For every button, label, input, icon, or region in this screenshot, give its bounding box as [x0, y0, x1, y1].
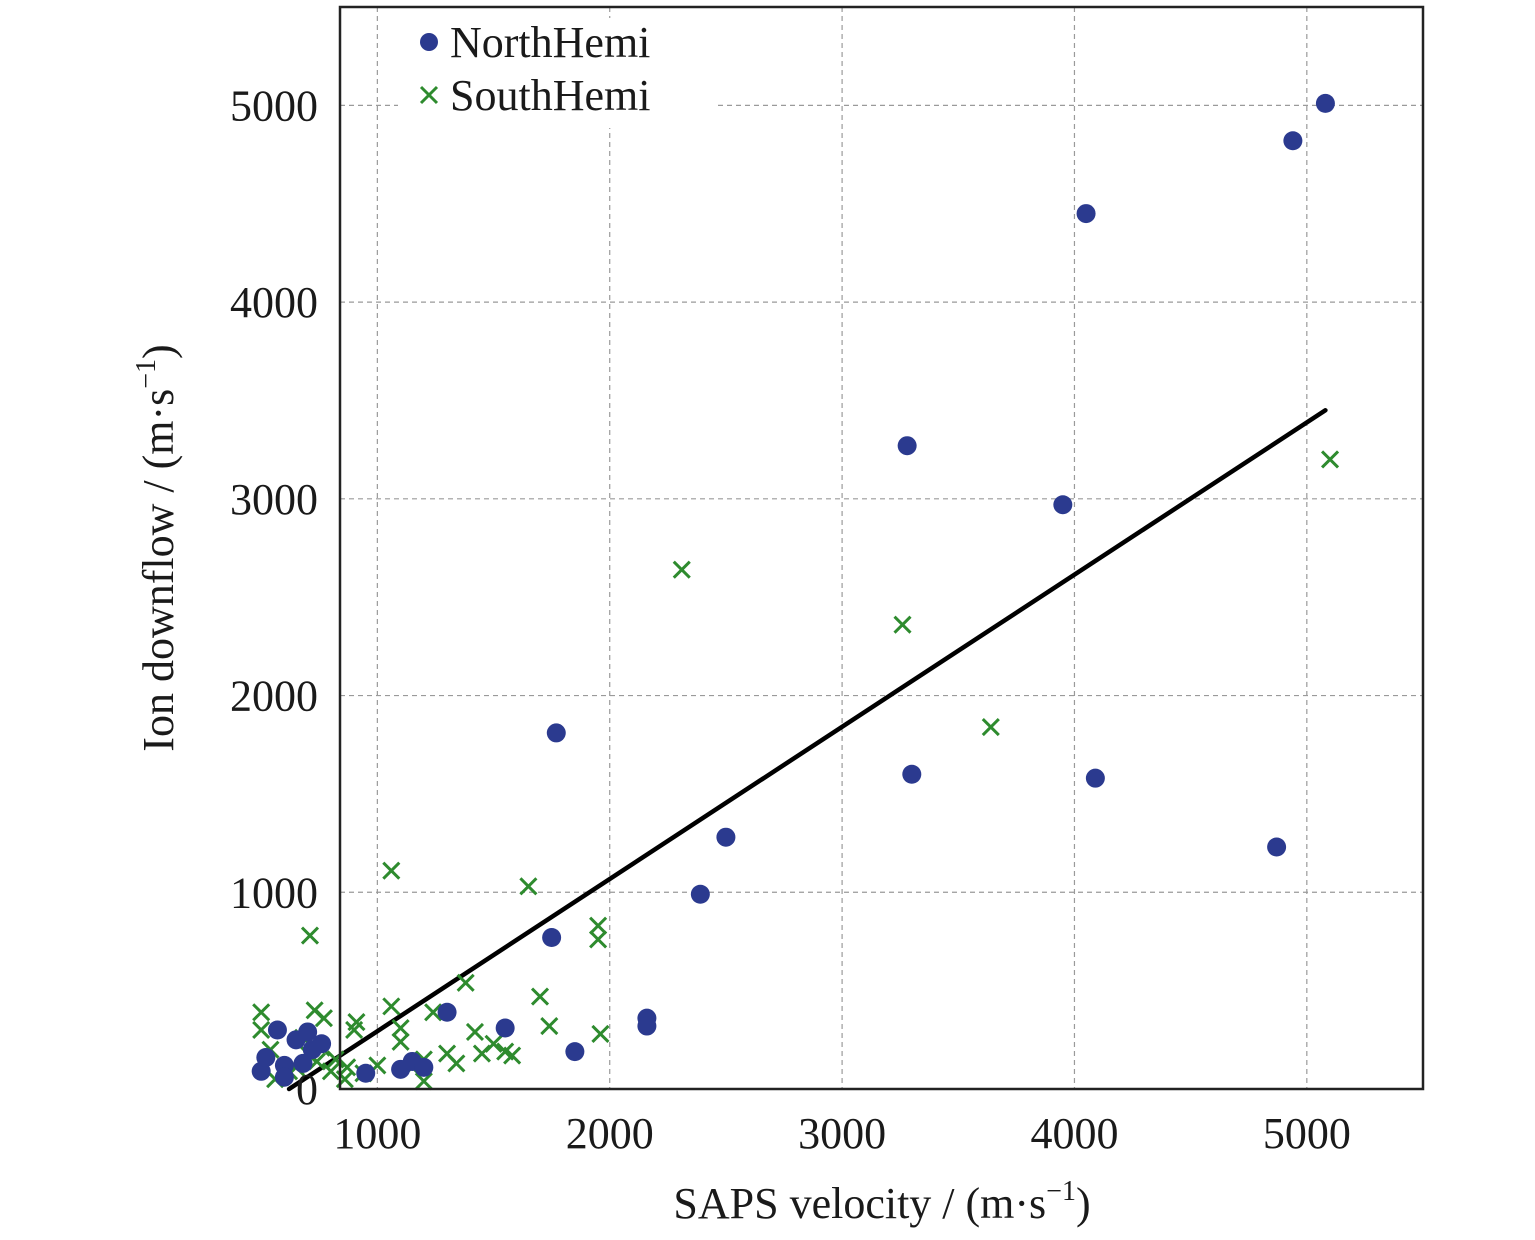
- south-hemi-point: [300, 926, 320, 945]
- south-hemi-point: [314, 1009, 333, 1028]
- north-hemi-point: [546, 723, 566, 743]
- south-hemi-point: [424, 1003, 443, 1022]
- north-hemi-point: [312, 1034, 332, 1054]
- plot-frame: [338, 5, 1425, 1091]
- south-hemi-point: [414, 1072, 433, 1091]
- north-hemi-point: [565, 1042, 585, 1062]
- x-axis-title-exponent: −1: [1046, 1176, 1076, 1207]
- south-hemi-point: [672, 560, 691, 579]
- south-hemi-point: [591, 1024, 610, 1043]
- x-axis-title-end: ): [1076, 1179, 1091, 1228]
- north-hemi-point: [1053, 495, 1073, 515]
- y-tick-label: 5000: [230, 81, 318, 130]
- grid-lines: [340, 7, 1423, 1089]
- legend-north-marker: [420, 33, 438, 51]
- north-hemi-point: [542, 928, 562, 948]
- south-hemi-point: [456, 973, 475, 992]
- south-hemi-point: [382, 861, 401, 880]
- legend-south-marker: [419, 85, 439, 105]
- x-tick-label: 1000: [333, 1109, 421, 1158]
- north-hemi-point: [1085, 768, 1105, 788]
- legend: NorthHemi SouthHemi: [419, 18, 650, 120]
- north-hemi-point: [495, 1018, 515, 1038]
- north-hemi-point: [1315, 93, 1335, 113]
- south-hemi-point: [447, 1054, 466, 1073]
- x-axis-title-main: SAPS velocity / (m·s: [673, 1179, 1046, 1228]
- south-hemi-point: [382, 997, 401, 1016]
- y-axis-title-exponent: −1: [131, 359, 162, 389]
- north-hemi-point: [267, 1020, 287, 1040]
- south-hemi-point: [893, 615, 912, 634]
- south-hemi-point: [981, 717, 1000, 737]
- y-tick-label: 2000: [230, 672, 318, 721]
- north-hemi-point: [298, 1022, 318, 1042]
- y-axis-title: Ion downflow / (m·s−1): [131, 344, 183, 751]
- north-hemi-point: [293, 1053, 313, 1073]
- south-hemi-point: [589, 930, 608, 949]
- y-tick-label: 3000: [230, 475, 318, 524]
- south-hemi-point: [589, 916, 608, 935]
- regression-line: [286, 408, 1328, 1092]
- south-hemi-point: [530, 987, 550, 1006]
- y-tick-label: 0: [296, 1065, 318, 1114]
- regression-line-group: [286, 408, 1328, 1092]
- north-hemi-point: [274, 1067, 294, 1087]
- data-points: [251, 93, 1340, 1091]
- south-hemi-point: [391, 1018, 410, 1038]
- x-axis-title: SAPS velocity / (m·s−1): [673, 1176, 1090, 1228]
- north-hemi-point: [902, 764, 922, 784]
- south-hemi-point: [503, 1046, 522, 1065]
- legend-south-label: SouthHemi: [450, 71, 650, 120]
- south-hemi-point: [465, 1022, 485, 1042]
- south-hemi-point: [484, 1034, 503, 1053]
- north-hemi-point: [716, 827, 736, 847]
- y-tick-label: 1000: [230, 868, 318, 917]
- y-axis-title-end: ): [134, 344, 183, 359]
- north-hemi-point: [437, 1002, 457, 1022]
- legend-background: [398, 18, 718, 128]
- y-tick-label: 4000: [230, 278, 318, 327]
- y-tick-labels: 0 1000 2000 3000 4000 5000: [230, 81, 318, 1114]
- north-hemi-point: [897, 436, 917, 456]
- x-tick-label: 3000: [798, 1109, 886, 1158]
- south-hemi-point: [252, 1020, 271, 1040]
- north-hemi-point: [1283, 131, 1303, 151]
- south-hemi-point: [519, 877, 538, 896]
- legend-entry-south: SouthHemi: [419, 71, 650, 120]
- x-tick-label: 2000: [566, 1109, 654, 1158]
- x-tick-labels: 1000 2000 3000 4000 5000: [333, 1109, 1350, 1158]
- south-hemi-point: [391, 1032, 410, 1051]
- south-hemi-point: [1320, 450, 1340, 469]
- south-hemi-point: [540, 1016, 559, 1036]
- south-hemi-point: [321, 1062, 340, 1081]
- north-hemi-point: [1076, 204, 1096, 224]
- south-hemi-point: [252, 1003, 271, 1022]
- y-axis-title-main: Ion downflow / (m·s: [134, 389, 183, 752]
- north-hemi-point: [256, 1048, 276, 1068]
- x-tick-label: 5000: [1263, 1109, 1351, 1158]
- north-hemi-point: [1267, 837, 1287, 857]
- north-hemi-point: [690, 884, 710, 904]
- legend-north-label: NorthHemi: [450, 18, 650, 67]
- north-hemi-point: [414, 1057, 434, 1077]
- legend-entry-north: NorthHemi: [420, 18, 650, 67]
- north-hemi-point: [637, 1016, 657, 1036]
- north-hemi-point: [356, 1063, 376, 1083]
- x-tick-label: 4000: [1030, 1109, 1118, 1158]
- south-hemi-point: [345, 1020, 364, 1040]
